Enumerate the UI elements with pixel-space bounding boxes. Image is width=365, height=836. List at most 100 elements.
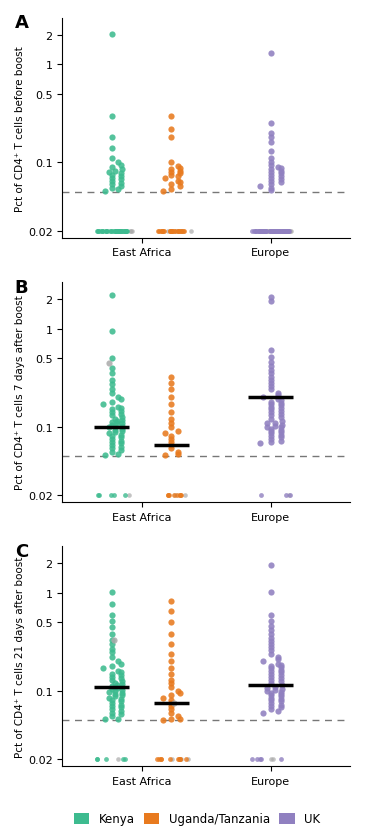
Point: [109, 142, 115, 155]
Point: [109, 638, 115, 651]
Point: [256, 225, 262, 238]
Point: [114, 225, 119, 238]
Point: [178, 752, 184, 766]
Point: [155, 225, 161, 238]
Point: [278, 429, 284, 442]
Point: [169, 413, 174, 426]
Point: [169, 398, 174, 411]
Point: [158, 752, 164, 766]
Point: [119, 689, 125, 702]
Point: [100, 662, 106, 675]
Point: [276, 161, 281, 175]
Point: [257, 752, 262, 766]
Point: [279, 225, 285, 238]
Point: [260, 225, 266, 238]
Point: [116, 225, 122, 238]
Point: [174, 225, 180, 238]
Point: [278, 675, 284, 688]
Point: [278, 395, 284, 408]
Point: [268, 558, 273, 572]
Point: [109, 694, 115, 707]
Point: [109, 436, 115, 449]
Point: [169, 406, 174, 420]
Point: [280, 225, 286, 238]
Point: [154, 752, 160, 766]
Point: [268, 673, 273, 686]
Point: [109, 415, 115, 429]
Point: [175, 448, 181, 461]
Point: [109, 614, 115, 628]
Point: [108, 489, 114, 502]
Point: [99, 225, 105, 238]
Point: [169, 628, 174, 641]
Point: [276, 393, 281, 406]
Point: [109, 352, 115, 365]
Point: [270, 225, 276, 238]
Point: [268, 410, 273, 423]
Point: [118, 698, 124, 711]
Point: [268, 406, 273, 420]
Point: [268, 430, 273, 443]
Point: [258, 752, 264, 766]
Point: [116, 225, 122, 238]
Point: [118, 671, 124, 685]
Point: [268, 644, 273, 657]
Point: [287, 225, 292, 238]
Point: [268, 166, 273, 179]
Point: [116, 225, 122, 238]
Point: [275, 225, 281, 238]
Point: [268, 225, 273, 238]
Point: [268, 152, 273, 166]
Point: [177, 489, 183, 502]
Point: [102, 185, 108, 198]
Point: [123, 752, 128, 766]
Point: [94, 225, 100, 238]
Point: [169, 595, 174, 609]
Point: [278, 399, 284, 412]
Point: [176, 752, 182, 766]
Point: [162, 171, 168, 185]
Point: [278, 435, 284, 448]
Point: [109, 410, 115, 423]
Point: [180, 225, 186, 238]
Point: [169, 752, 175, 766]
Point: [284, 225, 290, 238]
Point: [109, 178, 115, 191]
Point: [274, 225, 280, 238]
Point: [268, 163, 273, 176]
Point: [109, 702, 115, 716]
Point: [169, 169, 174, 182]
Point: [117, 225, 123, 238]
Point: [175, 171, 181, 184]
Point: [268, 609, 273, 622]
Point: [102, 449, 108, 462]
Point: [120, 225, 126, 238]
Point: [268, 350, 273, 364]
Point: [169, 655, 174, 668]
Point: [118, 402, 124, 415]
Point: [109, 597, 115, 610]
Point: [155, 752, 161, 766]
Point: [268, 169, 273, 182]
Point: [169, 662, 174, 675]
Point: [118, 167, 124, 181]
Point: [169, 604, 174, 618]
Point: [169, 647, 174, 660]
Point: [114, 225, 119, 238]
Point: [276, 650, 281, 664]
Point: [96, 489, 101, 502]
Point: [169, 713, 174, 726]
Point: [109, 131, 115, 145]
Point: [109, 670, 115, 683]
Point: [269, 225, 275, 238]
Point: [258, 225, 264, 238]
Point: [278, 752, 284, 766]
Point: [177, 686, 183, 700]
Point: [109, 680, 115, 693]
Y-axis label: Pct of CD4⁺ T cells 7 days after boost: Pct of CD4⁺ T cells 7 days after boost: [15, 295, 25, 490]
Point: [282, 225, 288, 238]
Point: [109, 175, 115, 188]
Point: [268, 355, 273, 369]
Point: [169, 391, 174, 405]
Point: [280, 415, 285, 428]
